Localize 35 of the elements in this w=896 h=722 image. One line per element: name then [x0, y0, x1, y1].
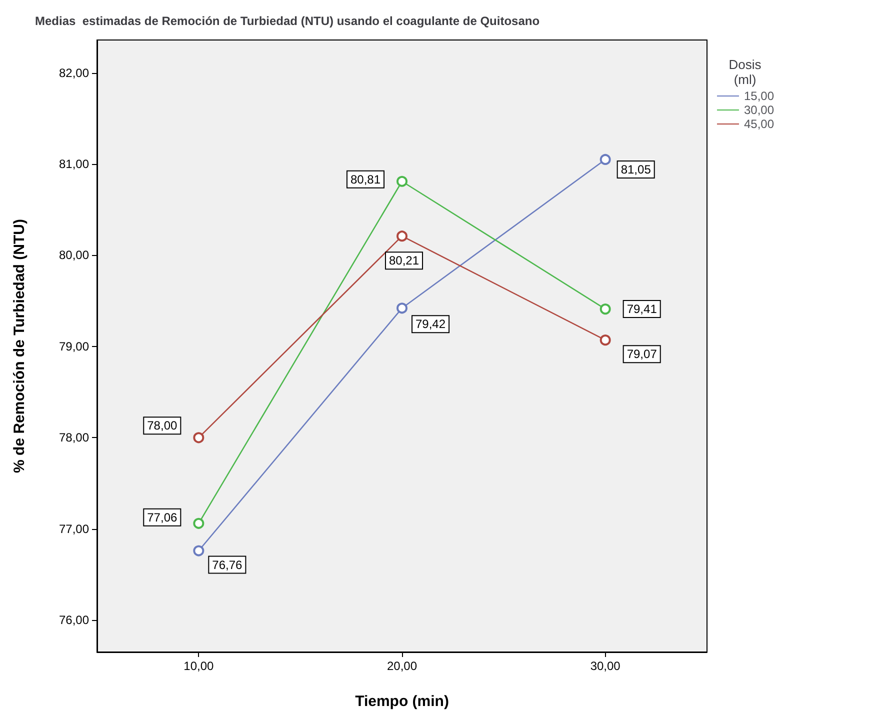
point [396, 302, 408, 314]
legend-label: 45,00 [744, 117, 774, 131]
point [193, 518, 204, 529]
data-label: 79,41 [626, 302, 658, 316]
y-tick-label: 81,00 [58, 157, 90, 172]
point [396, 176, 408, 187]
point [193, 432, 204, 444]
data-label: 80,21 [388, 254, 420, 268]
y-tick-label: 76,00 [58, 613, 90, 628]
legend-label: 15,00 [744, 89, 774, 103]
y-tick-label: 77,00 [58, 522, 90, 536]
point [600, 304, 611, 315]
point [396, 230, 408, 242]
data-label: 78,00 [147, 418, 178, 433]
point [600, 334, 611, 346]
x-tick-label: 30,00 [590, 659, 621, 673]
data-label: 79,42 [416, 317, 446, 332]
data-label: 80,81 [350, 172, 381, 186]
y-axis-title: % de Remoción de Turbiedad (NTU) [11, 219, 28, 473]
y-tick-label: 78,00 [58, 430, 90, 445]
x-tick-label: 10,00 [184, 659, 214, 673]
point [193, 545, 204, 556]
data-label: 76,76 [212, 558, 243, 572]
chart-title: Medias estimadas de Remoción de Turbiedad (NTU) usando el coagulante de Quitosano [35, 14, 540, 28]
x-axis-title: Tiempo (min) [355, 693, 449, 710]
point [600, 154, 611, 165]
x-tick-label: 20,00 [386, 659, 418, 673]
y-tick-label: 80,00 [58, 248, 90, 262]
legend-title: Dosis (ml) [728, 57, 762, 87]
y-tick-label: 82,00 [58, 66, 90, 80]
data-label: 77,06 [147, 510, 178, 524]
data-label: 79,07 [626, 347, 658, 362]
data-label: 81,05 [620, 162, 652, 176]
y-tick-label: 79,00 [58, 339, 90, 354]
legend-label: 30,00 [744, 103, 774, 117]
